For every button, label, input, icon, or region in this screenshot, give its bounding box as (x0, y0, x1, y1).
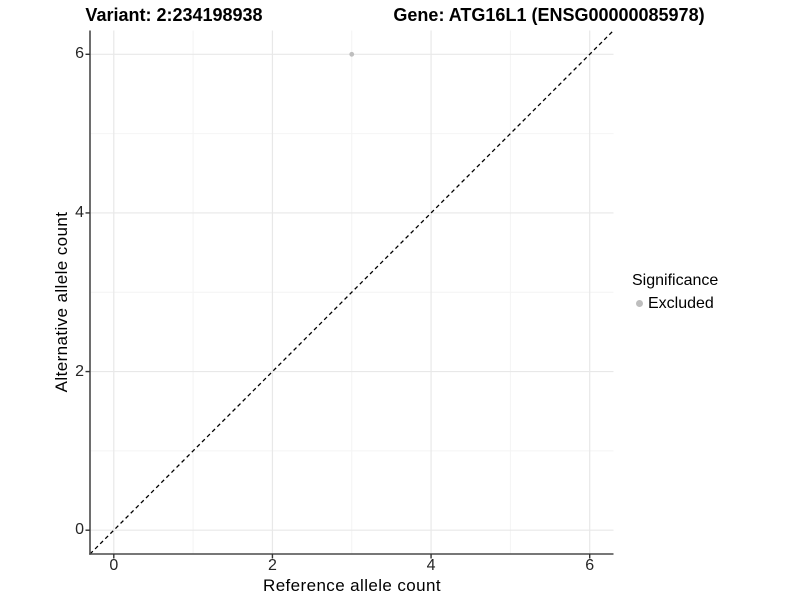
legend-entries: Excluded (630, 294, 718, 313)
plot-title-variant: Variant: 2:234198938 (85, 5, 263, 25)
x-tick-label: 2 (267, 557, 277, 574)
y-tick-label: 2 (75, 362, 84, 380)
y-tick-label: 6 (75, 45, 84, 63)
legend: Significance Excluded (630, 271, 718, 313)
x-tick-label: 0 (109, 557, 119, 574)
y-tick-label: 4 (75, 203, 84, 221)
y-tick-label: 0 (75, 521, 84, 539)
x-axis-title: Reference allele count (263, 576, 441, 595)
x-tick-label: 6 (585, 557, 595, 574)
legend-title: Significance (632, 272, 719, 289)
x-tick-label: 4 (426, 557, 436, 574)
data-point (349, 51, 355, 57)
legend-key-dot-icon (636, 300, 643, 307)
identity-reference-line (89, 30, 614, 555)
plot-title-gene: Gene: ATG16L1 (ENSG00000085978) (393, 5, 705, 25)
legend-entry-label: Excluded (648, 295, 714, 312)
legend-entry: Excluded (630, 294, 718, 313)
